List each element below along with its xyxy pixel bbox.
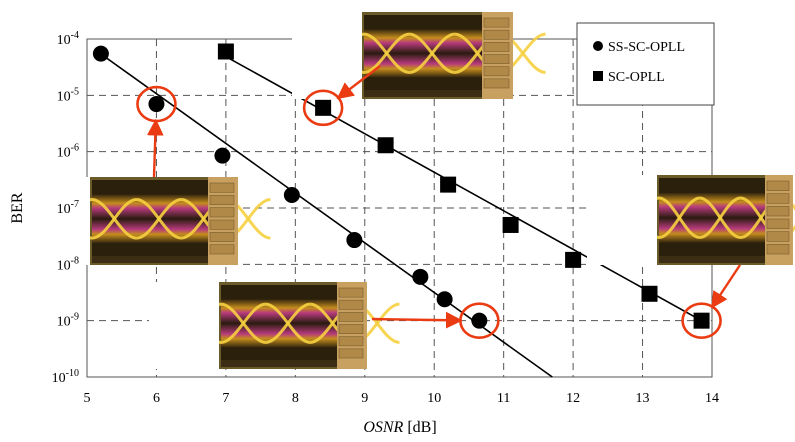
inset-mask <box>587 175 657 265</box>
data-point-square <box>693 312 710 329</box>
highlight-arrow <box>371 311 463 329</box>
x-tick-label: 12 <box>566 391 580 406</box>
inset-panel-button <box>209 207 235 218</box>
x-tick-label: 14 <box>705 391 719 406</box>
data-point-square <box>440 176 457 193</box>
fit-line <box>228 57 702 322</box>
inset-eye-trace <box>699 196 741 240</box>
legend-label-ss-sc-opll: SS-SC-OPLL <box>608 40 685 55</box>
data-point-circle <box>214 147 231 164</box>
x-axis-title: OSNR [dB] <box>363 419 436 436</box>
inset-panel-button <box>338 336 364 347</box>
y-tick-label: 10-10 <box>52 368 79 386</box>
data-point-circle <box>346 232 363 249</box>
highlight-arrow <box>146 118 164 178</box>
inset-eye-trace <box>91 197 137 240</box>
y-tick-label: 10-8 <box>57 255 79 273</box>
highlight-circle <box>302 89 344 127</box>
x-tick-label: 11 <box>497 391 510 406</box>
inset-panel-button <box>483 29 510 40</box>
inset-eye-trace <box>220 302 266 344</box>
inset-panel-button <box>766 218 790 229</box>
data-point-circle <box>283 187 300 204</box>
inset-panel-button <box>483 42 510 52</box>
data-point-circle <box>471 312 488 329</box>
data-point-square <box>377 137 394 154</box>
x-tick-label: 9 <box>361 391 368 406</box>
inset-mask <box>149 282 219 369</box>
data-point-circle <box>436 291 453 308</box>
inset-eye-trace <box>409 32 456 74</box>
legend-square-marker <box>593 71 603 81</box>
inset-panel-button <box>209 182 235 193</box>
inset-status-strip <box>659 256 765 263</box>
data-point-circle <box>148 96 165 113</box>
eye-diagram-inset <box>149 282 400 369</box>
inset-panel-button <box>766 193 790 204</box>
y-tick-label: 10-4 <box>57 30 79 48</box>
data-point-square <box>217 43 234 60</box>
inset-panel-button <box>483 78 510 89</box>
inset-status-strip <box>92 256 208 263</box>
inset-panel-button <box>209 232 235 242</box>
inset-panel-button <box>766 180 790 191</box>
eye-diagram-insets <box>20 12 795 369</box>
inset-status-strip <box>221 360 337 367</box>
y-tick-label: 10-9 <box>57 312 79 330</box>
data-point-circle <box>412 268 429 285</box>
eye-diagram-inset <box>292 12 546 99</box>
data-point-square <box>502 216 519 233</box>
inset-panel-button <box>338 299 364 310</box>
inset-eye-trace <box>136 197 182 240</box>
inset-panel-button <box>766 206 790 217</box>
data-point-circle <box>92 45 109 62</box>
x-tick-label: 7 <box>222 391 229 406</box>
y-tick-label: 10-7 <box>57 199 79 217</box>
data-point-square <box>315 99 332 116</box>
inset-panel-button <box>338 348 364 359</box>
inset-mask <box>292 12 362 99</box>
inset-status-strip <box>364 90 482 97</box>
inset-panel-button <box>766 231 790 242</box>
highlight-circle <box>681 302 722 339</box>
legend-box <box>576 22 715 106</box>
x-axis-title-unit: [dB] <box>407 419 436 436</box>
inset-eye-trace <box>265 302 311 344</box>
inset-mask <box>20 177 90 265</box>
inset-panel-button <box>483 54 510 64</box>
inset-panel-button <box>209 244 235 255</box>
y-tick-label: 10-5 <box>57 86 79 104</box>
x-tick-label: 13 <box>636 391 650 406</box>
highlight-layer <box>136 65 742 339</box>
x-axis-title-main: OSNR <box>363 419 403 436</box>
y-tick-label: 10-6 <box>57 143 79 161</box>
x-tick-label: 8 <box>292 391 299 406</box>
legend: SS-SC-OPLL SC-OPLL <box>576 22 715 106</box>
data-point-square <box>641 285 658 302</box>
eye-diagram-inset <box>587 175 795 265</box>
inset-panel-button <box>483 17 510 28</box>
legend-circle-marker <box>593 41 603 51</box>
inset-panel-button <box>338 287 364 298</box>
inset-panel-button <box>766 244 790 255</box>
inset-eye-trace <box>363 32 410 74</box>
y-axis-title: BER <box>9 192 26 223</box>
inset-panel-button <box>338 324 364 334</box>
data-point-square <box>565 251 582 268</box>
highlight-arrow <box>336 65 381 100</box>
inset-panel-button <box>483 66 510 77</box>
inset-panel-button <box>338 312 364 322</box>
x-tick-label: 5 <box>84 391 91 406</box>
inset-panel-button <box>209 219 235 230</box>
data-markers <box>92 43 710 329</box>
inset-eye-trace <box>658 196 701 240</box>
tick-labels: 5 6 7 8 9 10 11 12 13 14 10-4 10-5 10-6 10-7 10-8 10-9 1… <box>52 30 719 406</box>
inset-panel-button <box>209 195 235 205</box>
highlight-arrow <box>711 264 742 309</box>
x-tick-label: 6 <box>153 391 160 406</box>
x-tick-label: 10 <box>427 391 441 406</box>
legend-label-sc-opll: SC-OPLL <box>608 70 665 85</box>
eye-diagram-inset <box>20 177 271 265</box>
